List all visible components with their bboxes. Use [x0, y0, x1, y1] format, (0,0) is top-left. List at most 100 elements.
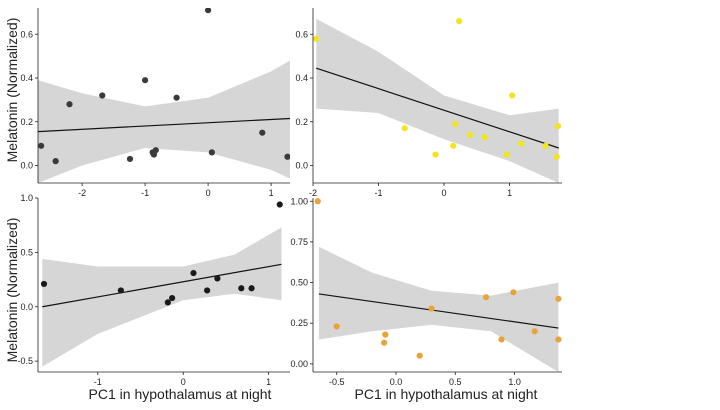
data-point: [142, 77, 149, 84]
fit-line: [318, 293, 559, 329]
y-tick-label: 0.2: [20, 117, 33, 127]
fit-line: [316, 67, 559, 149]
data-point: [382, 331, 389, 338]
panel-top-right: 0.0 0.2 0.4 0.6 -2 -1 0 1: [295, 8, 562, 198]
y-tick-label: 0.6: [20, 29, 33, 39]
data-point: [416, 352, 423, 359]
data-point: [401, 125, 408, 132]
confidence-band: [38, 60, 290, 183]
data-point: [117, 287, 124, 294]
y-tick-label: 0.25: [290, 318, 308, 328]
data-point: [542, 142, 549, 149]
data-point: [452, 120, 459, 128]
data-point: [467, 131, 474, 138]
data-point: [553, 153, 560, 160]
data-point: [284, 153, 290, 160]
data-point: [509, 92, 516, 99]
y-tick-label: 0.0: [20, 161, 33, 171]
x-tick-label: -2: [78, 188, 86, 198]
plot-area: [40, 201, 283, 367]
x-tick-label: 1: [507, 188, 512, 198]
x-axis-label-right: PC1 in hypothalamus at night: [355, 386, 538, 402]
data-point: [169, 294, 176, 302]
data-point: [381, 339, 388, 346]
data-point: [238, 285, 245, 292]
panel-top-left: 0.0 0.2 0.4 0.6 -2 -1 0 1: [20, 8, 290, 198]
data-point: [52, 158, 59, 165]
y-tick-label: -0.5: [17, 356, 33, 366]
y-tick-label: 0.0: [20, 302, 33, 312]
data-point: [333, 323, 340, 330]
y-tick-label: 0.00: [290, 359, 308, 369]
y-axis-label-top: Melatonin (Normalized): [4, 18, 20, 163]
data-point: [40, 280, 48, 288]
data-point: [314, 198, 321, 205]
data-point: [555, 336, 562, 343]
y-axis-label-bottom: Melatonin (Normalized): [4, 218, 20, 363]
confidence-band: [316, 18, 559, 183]
data-point: [313, 35, 320, 42]
data-point: [510, 289, 517, 296]
panel-bottom-left: -0.5 0.0 0.5 1.0 -1 0 1: [17, 193, 290, 387]
data-point: [214, 275, 221, 282]
plot-area: [314, 198, 562, 372]
fit-line: [42, 263, 282, 308]
data-point: [276, 201, 283, 208]
x-tick-label: -1: [141, 188, 149, 198]
data-point: [190, 269, 197, 277]
x-tick-label: 1: [266, 377, 271, 387]
x-tick-label: 1: [269, 188, 274, 198]
plot-area: [38, 8, 290, 183]
data-point: [432, 151, 439, 158]
x-tick-label: -2: [309, 188, 317, 198]
plot-area: [313, 18, 562, 183]
data-point: [259, 129, 266, 136]
data-point: [152, 147, 159, 154]
data-point: [173, 94, 180, 101]
panel-bottom-right: 0.00 0.25 0.50 0.75 1.00 -0.5 0.0 0.5 1.0: [290, 196, 562, 387]
y-tick-label: 1.0: [20, 193, 33, 203]
x-tick-label: 0: [206, 188, 211, 198]
y-tick-label: 0.4: [20, 73, 33, 83]
y-tick-label: 0.2: [295, 117, 308, 127]
data-point: [248, 285, 255, 292]
data-point: [483, 294, 490, 301]
x-axis-label-left: PC1 in hypothalamus at night: [89, 386, 272, 402]
confidence-band: [42, 227, 282, 367]
data-point: [456, 18, 463, 25]
data-point: [428, 305, 435, 312]
data-point: [99, 92, 106, 99]
y-tick-label: 0.75: [290, 237, 308, 247]
data-point: [555, 295, 562, 302]
x-tick-label: 0: [181, 377, 186, 387]
fit-line: [38, 117, 290, 133]
data-point: [164, 299, 171, 306]
y-tick-label: 1.00: [290, 196, 308, 206]
x-tick-label: 1.0: [508, 377, 521, 387]
x-tick-label: -1: [375, 188, 383, 198]
y-tick-label: 0.50: [290, 278, 308, 288]
data-point: [205, 8, 212, 14]
x-tick-label: 0: [442, 188, 447, 198]
data-point: [126, 155, 134, 163]
confidence-band: [318, 246, 559, 372]
x-tick-label: -1: [94, 377, 102, 387]
data-point: [66, 101, 73, 108]
data-point: [554, 123, 562, 130]
data-point: [503, 151, 511, 158]
data-point: [518, 140, 525, 147]
y-tick-label: 0.6: [295, 29, 308, 39]
y-tick-label: 0.5: [20, 247, 33, 257]
data-point: [204, 287, 211, 294]
data-point: [531, 328, 538, 335]
y-tick-label: 0.4: [295, 73, 308, 83]
x-tick-label: 0.0: [390, 377, 403, 387]
data-point: [450, 142, 457, 149]
x-tick-label: 0.5: [449, 377, 462, 387]
data-point: [498, 336, 505, 343]
x-tick-label: -0.5: [329, 377, 345, 387]
data-point: [38, 142, 45, 149]
data-point: [481, 133, 488, 141]
